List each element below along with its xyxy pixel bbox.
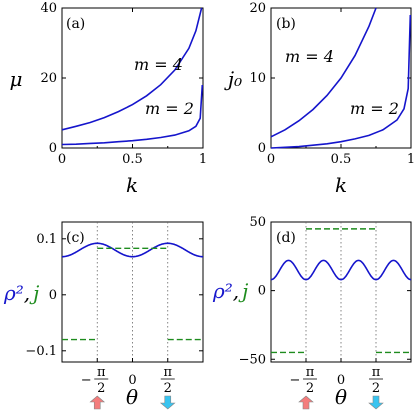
svg-text:−: − bbox=[81, 373, 92, 388]
panel-b-ytick-label: 20 bbox=[249, 1, 266, 16]
panel-b-ylabel: j₀ bbox=[224, 67, 242, 91]
panel-c-down-arrow-icon bbox=[159, 395, 176, 410]
panel-a-label: (a) bbox=[66, 16, 85, 32]
svg-text:2: 2 bbox=[306, 381, 314, 396]
panel-b-xtick-label: 1 bbox=[407, 152, 415, 167]
panel-b-series-m4-label: m = 4 bbox=[285, 47, 334, 66]
svg-text:2: 2 bbox=[164, 381, 172, 396]
panel-d-xtick-label: π2− bbox=[290, 365, 317, 396]
panel-b-ytick-label: 10 bbox=[249, 71, 266, 86]
panel-c-xtick-label: π2− bbox=[81, 365, 109, 396]
panel-b-label: (b) bbox=[276, 16, 296, 32]
panel-a-xtick-label: 0.5 bbox=[122, 152, 143, 167]
panel-c-ytick-label: −0.1 bbox=[25, 344, 57, 359]
panel-c-xtick-label: 0 bbox=[128, 373, 136, 388]
panel-d-ytick-label: 0 bbox=[258, 284, 266, 299]
panel-b-series-m2-line bbox=[270, 14, 412, 149]
panel-a-series-m4-line bbox=[61, 7, 203, 131]
panel-a-xtick-label: 1 bbox=[199, 152, 207, 167]
panel-b-xlabel: k bbox=[335, 173, 347, 197]
panel-d-ytick-label: 50 bbox=[249, 215, 266, 230]
panel-c-xtick-label: π2 bbox=[160, 365, 175, 396]
panel-d-ylabel-comma: , bbox=[233, 279, 239, 303]
panel-b-series-m2-label: m = 2 bbox=[350, 99, 399, 118]
panel-b-series-m4-line bbox=[270, 7, 377, 138]
panel-c-ytick-label: 0.1 bbox=[36, 232, 57, 247]
panel-d-ylabel-rho: ρ² bbox=[212, 279, 233, 303]
panel-d-label: (d) bbox=[276, 230, 296, 246]
svg-text:π: π bbox=[97, 365, 106, 380]
panel-a-ytick-label: 20 bbox=[40, 71, 57, 86]
panel-c-xlabel: θ bbox=[126, 385, 138, 409]
svg-text:π: π bbox=[163, 365, 172, 380]
panel-c-up-arrow-icon bbox=[89, 395, 106, 410]
panel-a-xlabel: k bbox=[126, 173, 138, 197]
panel-c-ylabel: ρ², j bbox=[3, 281, 39, 305]
panel-a-ytick-label: 0 bbox=[49, 141, 57, 156]
panel-c-rho2-line bbox=[62, 242, 203, 258]
panel-b-xtick-label: 0 bbox=[267, 152, 275, 167]
panel-c-ytick-label: 0 bbox=[49, 288, 57, 303]
panel-c-label: (c) bbox=[66, 230, 85, 246]
svg-text:2: 2 bbox=[97, 381, 105, 396]
panel-a: (a) 0 0.5 1 0 20 40 m = 4 m = 2 k μ bbox=[10, 1, 208, 197]
panel-d-rho2-line bbox=[271, 259, 411, 281]
arrow-markers bbox=[89, 395, 384, 410]
panel-d-ytick-label: −50 bbox=[239, 352, 266, 367]
panel-a-ytick-label: 40 bbox=[40, 1, 57, 16]
panel-d-xlabel: θ bbox=[335, 385, 347, 409]
panel-d-up-arrow-icon bbox=[298, 395, 314, 410]
svg-text:2: 2 bbox=[372, 381, 380, 396]
panel-d-xtick-label: 0 bbox=[337, 373, 345, 388]
svg-text:π: π bbox=[372, 365, 381, 380]
panel-c-ylabel-comma: , bbox=[24, 281, 30, 305]
panel-d-down-arrow-icon bbox=[368, 395, 384, 410]
panel-a-series-m2-line bbox=[61, 84, 204, 146]
panel-d-xtick-label: π2 bbox=[369, 365, 384, 396]
panel-c-ylabel-rho: ρ² bbox=[3, 281, 24, 305]
svg-text:π: π bbox=[306, 365, 315, 380]
panel-b-xtick-label: 0.5 bbox=[331, 152, 352, 167]
panel-a-xtick-label: 0 bbox=[58, 152, 66, 167]
panel-c-ylabel-j: j bbox=[29, 281, 39, 305]
panel-a-series-m4-label: m = 4 bbox=[134, 55, 183, 74]
panel-a-series-m2-label: m = 2 bbox=[145, 99, 194, 118]
panel-d-ylabel-j: j bbox=[238, 279, 248, 303]
panel-b-ytick-label: 0 bbox=[258, 141, 266, 156]
panel-a-ylabel: μ bbox=[10, 67, 23, 91]
svg-text:−: − bbox=[290, 373, 301, 388]
panel-d-ylabel: ρ², j bbox=[212, 279, 248, 303]
